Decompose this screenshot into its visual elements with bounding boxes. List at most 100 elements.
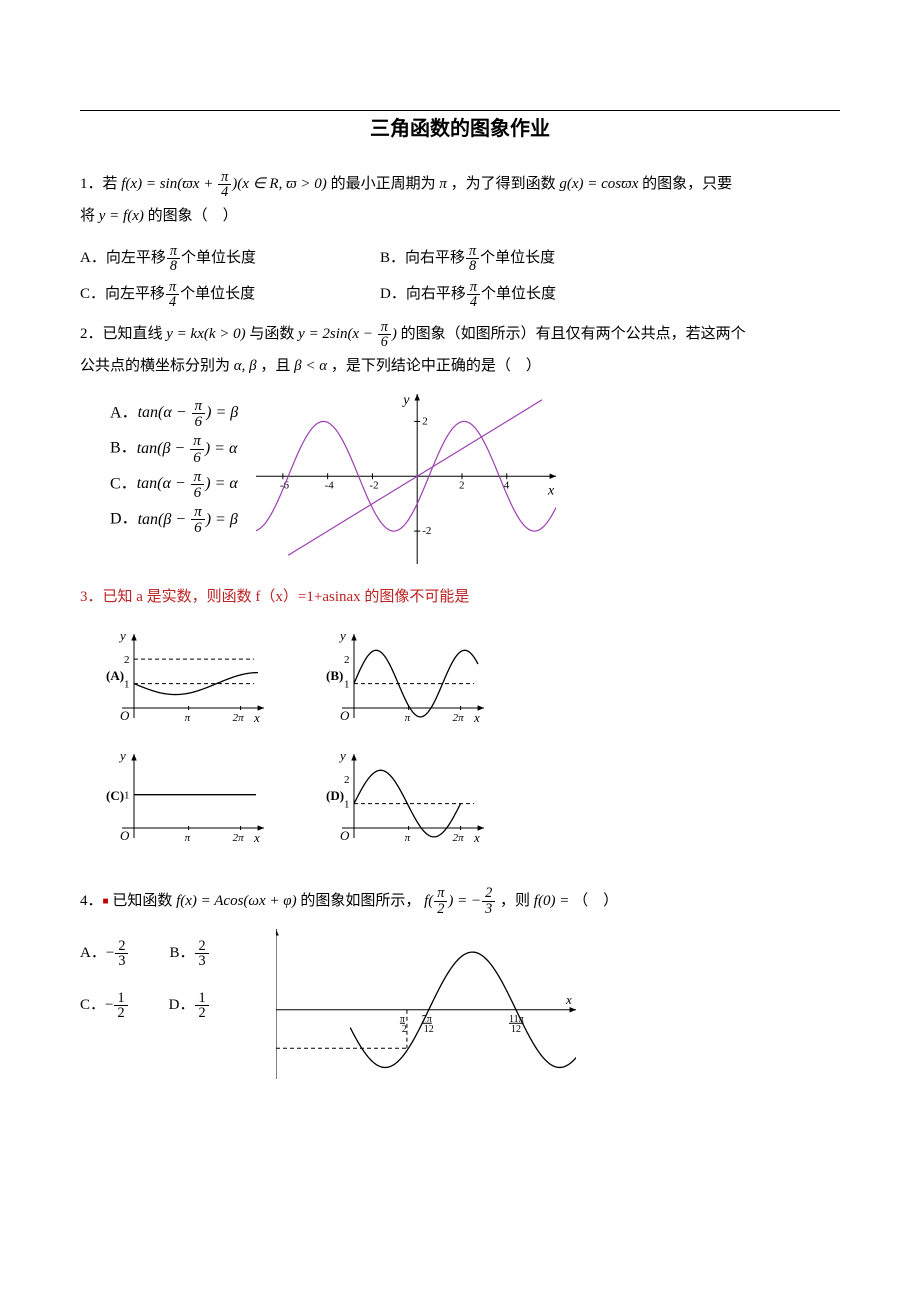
- q1-b-pre: B．向右平移: [380, 250, 465, 266]
- q4-b-n: 2: [195, 939, 208, 954]
- svg-text:1: 1: [124, 678, 130, 690]
- q2-l2-pre: 公共点的横坐标分别为: [80, 358, 234, 374]
- q1-text: 1．若: [80, 176, 121, 192]
- page-title: 三角函数的图象作业: [80, 100, 840, 141]
- svg-text:x: x: [565, 992, 572, 1007]
- q2-mid2: 的图象（如图所示）有且仅有两个公共点，若这两个: [401, 326, 746, 342]
- q4-a-l: A．: [80, 945, 106, 961]
- q2-cond: β < α: [294, 358, 327, 374]
- q1-a-pre: A．向左平移: [80, 250, 166, 266]
- q4-c-n: π: [434, 886, 447, 901]
- q4-paren: （ ）: [573, 893, 618, 909]
- q2-fn: π: [378, 320, 391, 335]
- q2-c-l: C．: [110, 475, 137, 492]
- q1-frac-num: π: [218, 170, 231, 185]
- q1-l2-post: 的图象（ ）: [148, 208, 238, 224]
- q3-graphs: xyO(A)π2π12xyO(B)π2π12xyO(C)π2π1xyO(D)π2…: [100, 626, 840, 856]
- svg-text:x: x: [473, 710, 480, 725]
- q2-option-b: B．tan(β − π6) = α: [110, 433, 238, 464]
- q1-option-b: B．向右平移π8个单位长度: [380, 244, 680, 274]
- q2-l2-mid: ，且: [260, 358, 294, 374]
- q2-d-n: π: [191, 504, 205, 520]
- q2-a-e: ) = β: [206, 404, 238, 421]
- svg-text:-2: -2: [422, 525, 431, 537]
- q4-option-a: A．−23: [80, 939, 129, 969]
- q2-c-t: tan(α −: [137, 475, 190, 492]
- page: 三角函数的图象作业 1．若 f(x) = sin(ϖx + π4)(x ∈ R,…: [0, 0, 920, 1119]
- q2-b-n: π: [190, 433, 204, 449]
- q4-post: ，则: [500, 893, 534, 909]
- q1-func-pre: f(x) = sin(ϖx +: [121, 176, 217, 192]
- q2-option-a: A．tan(α − π6) = β: [110, 398, 238, 429]
- q1-l2-y: y = f(x): [99, 208, 144, 224]
- q1-a-unit: 个单位长度: [181, 250, 256, 266]
- q1-frac-den: 4: [218, 185, 231, 199]
- svg-text:2: 2: [459, 479, 465, 491]
- q4-option-d: D．12: [169, 991, 210, 1021]
- q1-mid: 的最小正周期为: [331, 176, 440, 192]
- svg-text:2π: 2π: [453, 832, 465, 844]
- svg-text:(A): (A): [106, 668, 124, 683]
- q4-func: f(x) = Acos(ωx + φ): [176, 893, 296, 909]
- q2-c-n: π: [191, 469, 205, 485]
- q2-ab: α, β: [234, 358, 257, 374]
- svg-text:x: x: [547, 483, 555, 498]
- q1-func: f(x) = sin(ϖx + π4)(x ∈ R, ϖ > 0): [121, 176, 330, 192]
- svg-text:1: 1: [344, 678, 350, 690]
- q1-d-num: π: [467, 280, 480, 295]
- svg-text:π: π: [185, 832, 191, 844]
- q1-options: A．向左平移π8个单位长度 B．向右平移π8个单位长度 C．向左平移π4个单位长…: [80, 244, 840, 309]
- svg-text:2: 2: [344, 774, 350, 786]
- q1-option-d: D．向右平移π4个单位长度: [380, 280, 680, 310]
- q4-options: A．−23 B．23 C．−12 D．12: [80, 939, 246, 1042]
- q2-b-e: ) = α: [205, 440, 238, 457]
- q4-d-l: D．: [169, 997, 195, 1013]
- q1-g: g(x) = cosϖx: [559, 176, 638, 192]
- q1-b-den: 8: [466, 259, 479, 273]
- q1-option-a: A．向左平移π8个单位长度: [80, 244, 380, 274]
- q1-b-num: π: [466, 244, 479, 259]
- svg-text:y: y: [338, 628, 346, 643]
- q2-b-d: 6: [190, 450, 204, 465]
- q1-post2: 的图象，只要: [642, 176, 732, 192]
- q2-body: A．tan(α − π6) = β B．tan(β − π6) = α C．ta…: [110, 394, 840, 564]
- q2-d-e: ) = β: [206, 511, 238, 528]
- svg-text:x: x: [253, 710, 260, 725]
- q1-c-pre: C．向左平移: [80, 286, 165, 302]
- q1-d-den: 4: [467, 295, 480, 309]
- q1-d-pre: D．向右平移: [380, 286, 466, 302]
- svg-text:(D): (D): [326, 788, 344, 803]
- q2-option-c: C．tan(α − π6) = α: [110, 469, 238, 500]
- q4-c-d: 2: [434, 902, 447, 916]
- svg-text:1: 1: [344, 798, 350, 810]
- q1-b-unit: 个单位长度: [480, 250, 555, 266]
- q4-b-d: 3: [195, 954, 208, 968]
- q1-post1: ，为了得到函数: [451, 176, 560, 192]
- q1-a-den: 8: [167, 259, 180, 273]
- svg-text:π: π: [405, 832, 411, 844]
- svg-text:y: y: [276, 929, 278, 936]
- q4-c-d: 2: [114, 1006, 127, 1020]
- q4-c-s: −: [105, 997, 113, 1013]
- q4-chart-svg: Oxyπ27π1211π12−23: [276, 929, 576, 1079]
- q2-d-l: D．: [110, 511, 138, 528]
- q4-c-pre: f(: [424, 893, 433, 909]
- svg-text:y: y: [338, 748, 346, 763]
- q4-c-n: 1: [114, 991, 127, 1006]
- q2-b-l: B．: [110, 440, 137, 457]
- q4-option-b: B．23: [169, 939, 209, 969]
- q4-mid2: 的图象如图所示，: [300, 893, 420, 909]
- q4-c-rd: 3: [482, 902, 495, 916]
- svg-text:2π: 2π: [453, 712, 465, 724]
- q2-mid1: 与函数: [249, 326, 298, 342]
- svg-text:y: y: [118, 748, 126, 763]
- svg-text:O: O: [120, 828, 130, 843]
- q4-a-s: −: [106, 945, 114, 961]
- q4-a-n: 2: [115, 939, 128, 954]
- question-1: 1．若 f(x) = sin(ϖx + π4)(x ∈ R, ϖ > 0) 的最…: [80, 169, 840, 232]
- q2-func: y = 2sin(x − π6): [298, 326, 400, 342]
- q4-a-d: 3: [115, 954, 128, 968]
- q4-chart: Oxyπ27π1211π12−23: [276, 929, 576, 1079]
- svg-text:y: y: [118, 628, 126, 643]
- q2-a-d: 6: [192, 414, 206, 429]
